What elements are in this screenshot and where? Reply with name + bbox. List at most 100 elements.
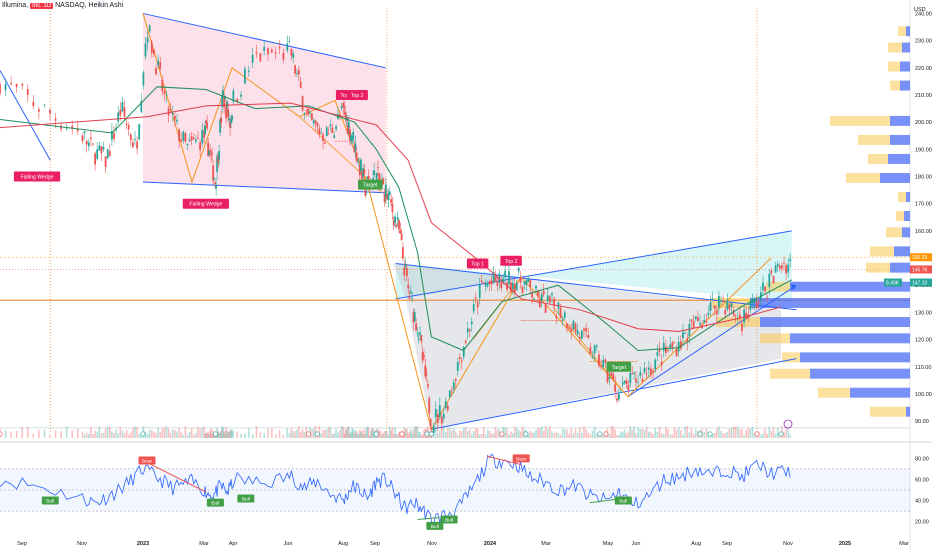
candle-body: [538, 299, 541, 308]
volume-bar: [406, 428, 408, 438]
candle-body: [207, 142, 210, 157]
volume-bar: [225, 427, 227, 438]
volume-bar: [324, 430, 326, 438]
volume-bar: [178, 427, 180, 438]
candle-body: [324, 142, 326, 144]
volume-bar: [282, 434, 285, 438]
candle-body: [134, 138, 136, 140]
candle-body: [344, 112, 347, 117]
candle-body: [413, 312, 416, 321]
candle-body: [718, 295, 720, 308]
candle-body: [180, 139, 183, 142]
volume-bar: [433, 426, 435, 438]
candle-body: [625, 380, 628, 385]
interval-badge[interactable]: Inc. 1D: [30, 2, 54, 9]
candle-body: [424, 365, 427, 377]
volume-profile-bar-up: [858, 134, 890, 145]
candle-body: [65, 128, 68, 130]
rsi-signal-label: Bull: [619, 499, 627, 505]
candle-body: [387, 193, 390, 200]
volume-bar: [476, 428, 479, 438]
candle-body: [688, 324, 691, 337]
volume-bar: [371, 428, 373, 438]
volume-bar: [533, 432, 535, 438]
candle-body: [169, 109, 172, 111]
volume-bar: [236, 431, 239, 438]
volume-bar: [163, 427, 166, 438]
volume-bar: [544, 426, 547, 438]
volume-bar: [462, 428, 465, 438]
volume-bar: [303, 432, 306, 438]
candle-body: [641, 378, 644, 382]
pattern-label-box: [13, 171, 61, 182]
current-price-box: [910, 265, 932, 274]
candle-body: [610, 372, 613, 376]
volume-bar: [226, 430, 228, 438]
volume-bar: [645, 426, 648, 438]
volume-bar: [207, 432, 209, 438]
volume-bar: [331, 433, 334, 438]
candle-body: [778, 265, 781, 269]
volume-bar: [589, 434, 592, 438]
volume-bar: [71, 430, 74, 438]
candle-body: [327, 133, 330, 135]
candle-body: [244, 68, 246, 84]
volume-bar: [583, 426, 585, 438]
event-icon: [140, 431, 146, 437]
candle-body: [766, 297, 769, 299]
volume-bar: [494, 426, 497, 438]
volume-profile-bar-down: [904, 211, 910, 221]
rsi-signal-box: [41, 496, 59, 505]
volume-bar: [394, 427, 396, 438]
candle-body: [76, 128, 79, 132]
volume-bar: [322, 430, 324, 438]
candle-body: [660, 361, 663, 366]
candle-body: [745, 312, 748, 319]
candle-body: [480, 280, 483, 283]
candle-body: [517, 267, 520, 272]
time-axis-tick: Aug: [691, 541, 701, 547]
channel-upper-line: [395, 230, 792, 300]
volume-bar: [387, 434, 390, 438]
candle-body: [49, 109, 51, 114]
volume-bar: [123, 433, 126, 438]
volume-bar: [591, 430, 594, 438]
candle-body: [102, 146, 105, 150]
candle-body: [121, 102, 124, 112]
volume-bar: [296, 429, 298, 438]
candle-body: [229, 122, 231, 128]
candle-body: [623, 380, 626, 383]
volume-bar: [737, 426, 739, 438]
volume-bar: [151, 429, 153, 438]
volume-bar: [288, 432, 291, 438]
volume-bar: [515, 428, 518, 438]
candle-body: [230, 119, 232, 123]
volume-profile-bar-up: [888, 42, 902, 53]
candle-body: [602, 360, 605, 368]
candle-body: [163, 91, 166, 94]
candle-body: [331, 127, 334, 134]
volume-bar: [546, 429, 549, 438]
volume-bar: [527, 433, 530, 438]
volume-bar: [38, 429, 40, 438]
volume-bar: [718, 426, 720, 438]
candle-body: [466, 328, 469, 333]
candle-body: [136, 141, 138, 149]
candle-body: [251, 54, 254, 63]
volume-bar: [412, 429, 415, 438]
volume-bar: [220, 430, 222, 438]
time-axis-tick: Jun: [284, 541, 293, 547]
volume-bar: [478, 434, 481, 438]
volume-bar: [392, 433, 395, 438]
volume-bar: [468, 429, 471, 438]
volume-bar: [286, 428, 289, 438]
volume-bar: [407, 433, 409, 438]
candle-body: [142, 72, 145, 86]
candle-body: [647, 367, 650, 370]
volume-bar: [787, 426, 789, 438]
candle-body: [787, 264, 790, 273]
volume-bar: [121, 430, 124, 438]
candle-body: [705, 321, 708, 323]
time-axis-tick: Nov: [77, 541, 87, 547]
